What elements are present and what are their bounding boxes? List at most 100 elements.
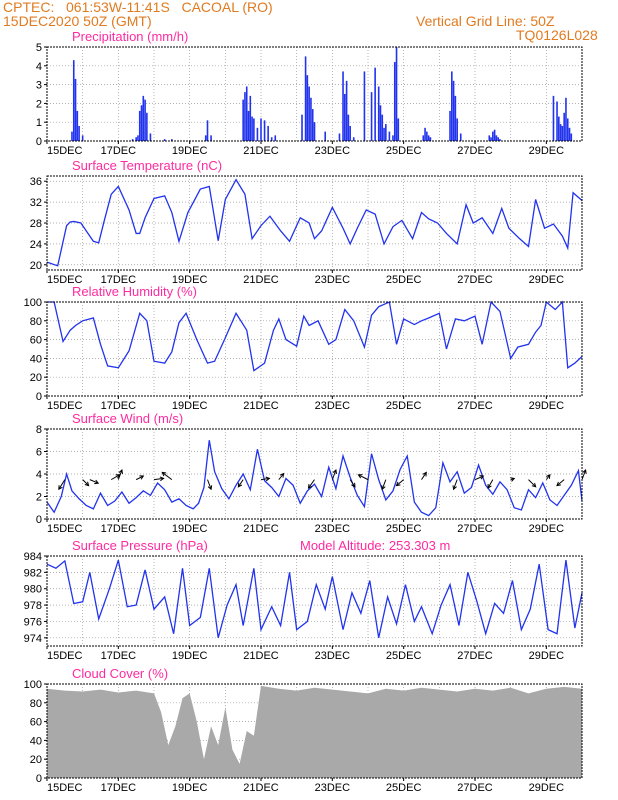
- wind-arrow-shaft: [421, 472, 427, 480]
- wind-arrow-head: [118, 469, 123, 475]
- precip-bar: [146, 112, 148, 141]
- precip-bar: [347, 114, 350, 141]
- wind-arrow-head: [58, 485, 63, 491]
- y-tick-label: 982: [24, 567, 42, 579]
- precip-bar: [570, 133, 573, 141]
- precip-bar: [253, 118, 255, 141]
- y-tick-label: 984: [24, 551, 42, 563]
- precip-bar: [137, 135, 139, 141]
- wind-arrow-shaft: [528, 479, 537, 488]
- series-line: [46, 178, 583, 267]
- precip-bar: [76, 110, 79, 141]
- x-tick-label: 21DEC: [243, 145, 279, 157]
- precip-bar: [144, 99, 146, 141]
- precip-bar: [142, 95, 145, 141]
- wind-arrow-shaft: [381, 479, 387, 490]
- wind-arrow-head: [237, 482, 243, 488]
- model-code: TQ0126L028: [516, 27, 598, 43]
- y-tick-label: 28: [30, 218, 42, 230]
- y-tick-label: 24: [30, 239, 42, 251]
- precip-bar: [304, 56, 307, 141]
- precip-bar: [429, 137, 432, 141]
- panel-6: 0 20 40 60 80 100 15DEC 17DEC 19DEC 21DEC 23DEC 25D…: [24, 666, 583, 794]
- wind-arrow-head: [84, 481, 90, 487]
- wind-arrow-head: [381, 485, 386, 491]
- precip-bar: [377, 86, 380, 141]
- wind-arrow: [135, 475, 145, 481]
- run-time: 15DEC2020 50Z (GMT): [3, 13, 152, 29]
- x-tick-label: 15DEC: [47, 145, 83, 157]
- wind-arrow-head: [357, 474, 363, 479]
- x-tick-label: 25DEC: [386, 274, 422, 286]
- wind-arrow: [510, 477, 516, 482]
- x-tick-label: 29DEC: [529, 782, 565, 794]
- wind-arrow-shaft: [82, 479, 90, 486]
- y-tick-label: 60: [30, 717, 42, 729]
- wind-arrow-head: [479, 475, 485, 480]
- y-tick-label: 4: [36, 469, 42, 481]
- series-line: [46, 559, 583, 638]
- precip-bar: [313, 122, 316, 141]
- precip-bar: [454, 95, 457, 141]
- precip-bar: [499, 139, 501, 141]
- precip-bar: [370, 92, 373, 141]
- x-tick-label: 19DEC: [172, 650, 208, 662]
- wind-arrow-shaft: [453, 479, 458, 490]
- x-tick-label: 17DEC: [101, 400, 137, 412]
- wind-arrow-head: [265, 476, 271, 482]
- precip-bar: [397, 118, 400, 141]
- x-tick-label: 29DEC: [529, 145, 565, 157]
- wind-arrow-shaft: [349, 479, 356, 488]
- precip-bar: [381, 114, 384, 141]
- x-tick-label: 29DEC: [529, 650, 565, 662]
- wind-arrow-head: [556, 481, 561, 487]
- wind-arrow-head: [395, 481, 401, 487]
- precip-bar: [204, 135, 207, 141]
- wind-arrow-head: [422, 471, 427, 477]
- wind-arrow: [421, 471, 427, 480]
- x-tick-label: 17DEC: [101, 145, 137, 157]
- x-tick-label: 25DEC: [386, 782, 422, 794]
- precip-bar: [352, 137, 355, 141]
- y-tick-label: 6: [36, 447, 42, 459]
- wind-arrow: [307, 479, 315, 489]
- x-tick-label: 23DEC: [315, 145, 351, 157]
- wind-arrow: [153, 476, 165, 482]
- wind-arrow-shaft: [58, 479, 66, 490]
- precip-bar: [251, 116, 253, 141]
- y-tick-label: 980: [24, 584, 42, 596]
- wind-arrow: [117, 469, 123, 480]
- x-tick-label: 27DEC: [457, 523, 493, 535]
- x-tick-label: 17DEC: [101, 523, 137, 535]
- wind-arrow-shaft: [396, 479, 404, 487]
- wind-arrow: [237, 479, 244, 488]
- wind-arrow-head: [207, 485, 213, 491]
- panel-4: 0 2 4 6 8 15DEC 17DEC 19DEC 21DEC 23DEC 25DEC 27DEC…: [36, 411, 587, 535]
- precip-bar: [74, 78, 77, 141]
- precip-bar: [163, 139, 166, 141]
- precip-bar: [424, 127, 426, 141]
- y-tick-label: 100: [24, 297, 42, 309]
- wind-arrow: [161, 471, 173, 481]
- y-tick-label: 40: [30, 735, 42, 747]
- precip-bar: [263, 120, 266, 141]
- wind-arrow-head: [531, 482, 537, 488]
- wind-arrow-head: [307, 483, 313, 489]
- precip-bar: [338, 133, 341, 141]
- y-tick-label: 978: [24, 600, 42, 612]
- wind-arrow-shaft: [278, 473, 285, 480]
- x-tick-label: 29DEC: [529, 274, 565, 286]
- station-header: CPTEC: 061:53W-11:41S CACOAL (RO): [3, 0, 273, 15]
- panel-title: Surface Pressure (hPa): [72, 538, 208, 553]
- precip-bar: [247, 110, 250, 141]
- y-tick-label: 20: [30, 260, 42, 272]
- x-tick-label: 15DEC: [47, 782, 83, 794]
- wind-arrow-shaft: [556, 479, 565, 487]
- wind-arrow: [89, 479, 100, 485]
- wind-arrow-head: [582, 469, 587, 475]
- wind-arrow: [395, 479, 404, 487]
- wind-arrow-shaft: [135, 475, 144, 481]
- wind-arrow: [82, 479, 90, 487]
- series-line: [47, 300, 583, 372]
- precip-bar: [363, 71, 366, 141]
